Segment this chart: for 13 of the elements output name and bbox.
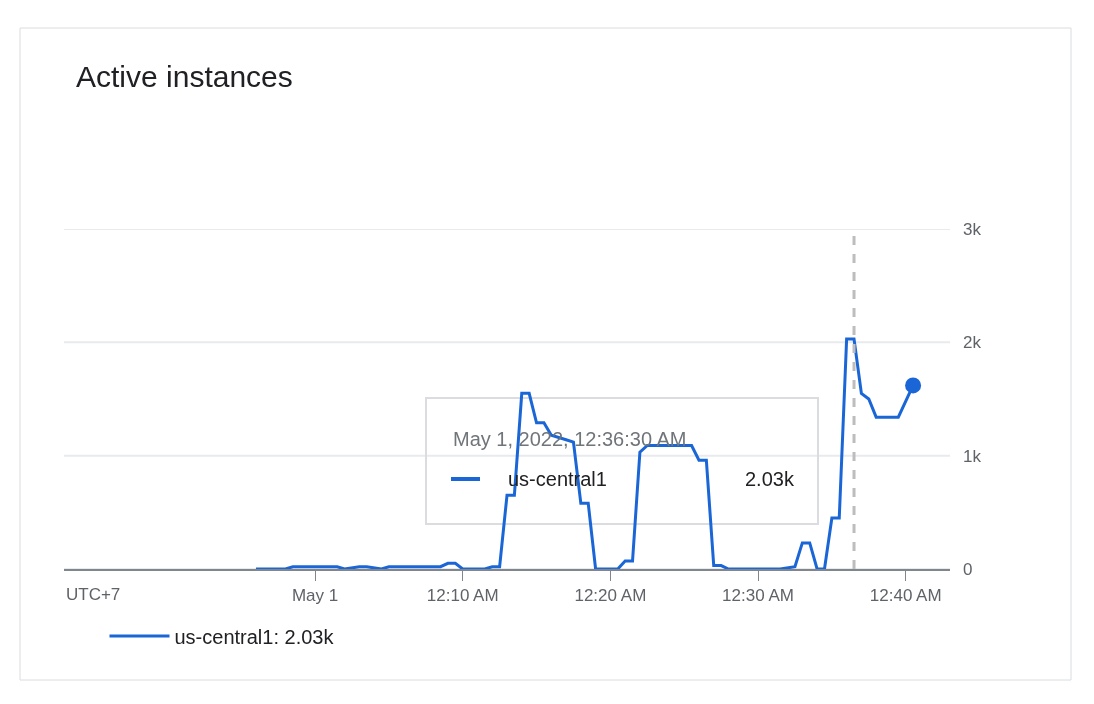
legend-label: us-central1: 2.03k	[174, 625, 335, 648]
y-tick-label: 1k	[963, 446, 982, 466]
x-tick-label: 12:40 AM	[869, 586, 942, 606]
text: UTC+7	[66, 585, 121, 604]
x-tick-label: 12:20 AM	[574, 586, 647, 606]
chart-title: Active instances	[76, 60, 293, 93]
x-tick-label: May 1	[291, 586, 339, 606]
x-tick-label: 12:30 AM	[722, 586, 794, 606]
y-tick-label: 3k	[963, 219, 982, 239]
y-tick-label: 2k	[963, 333, 982, 353]
y-tick-label: 0	[963, 559, 973, 579]
annotation: 2.03k	[745, 468, 795, 490]
x-tick-label: 12:10 AM	[426, 586, 499, 606]
